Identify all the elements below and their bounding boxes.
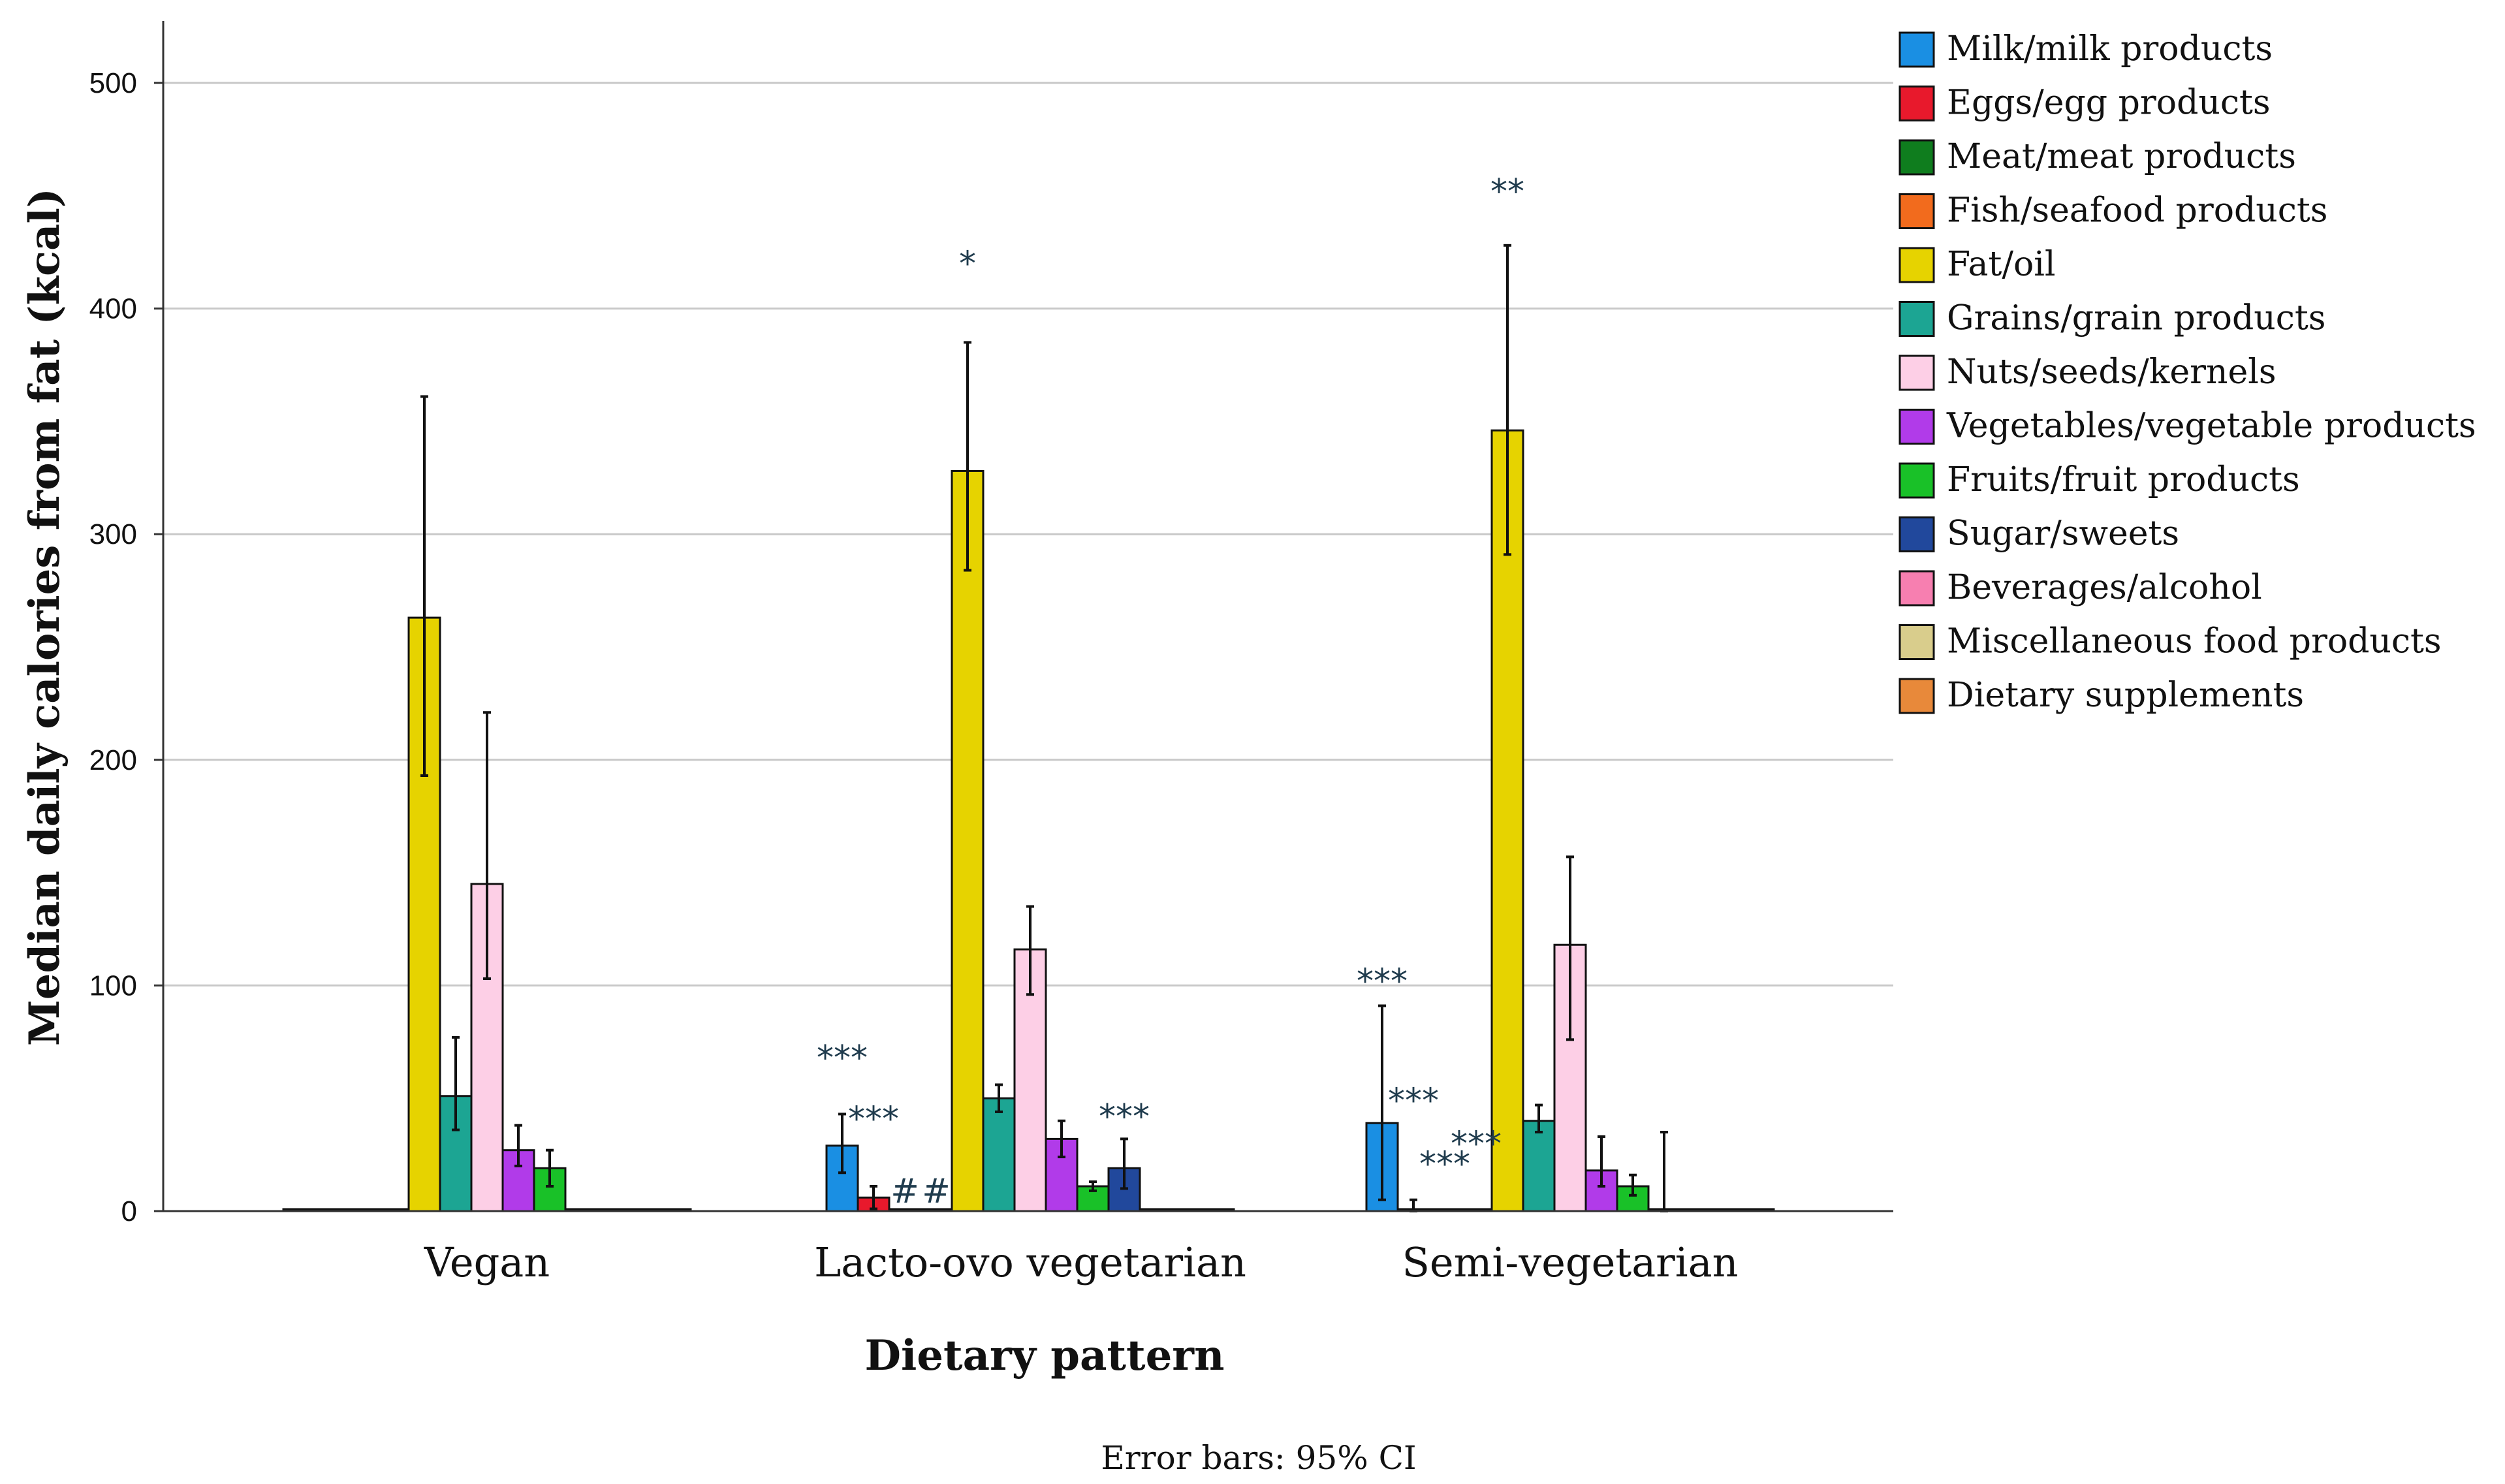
legend-swatch: [1898, 31, 1935, 68]
significance-marker: ***: [1451, 1124, 1502, 1163]
legend-swatch: [1898, 678, 1935, 714]
legend-label: Eggs/egg products: [1947, 84, 2271, 123]
y-tick-label: 100: [89, 970, 137, 1002]
legend-swatch: [1898, 193, 1935, 229]
significance-marker: ***: [817, 1039, 868, 1078]
significance-marker: ***: [1388, 1082, 1439, 1121]
legend-label: Nuts/seeds/kernels: [1947, 353, 2277, 392]
gridlines: [163, 82, 1893, 987]
legend-label: Sugar/sweets: [1947, 514, 2179, 554]
error-bars: [420, 244, 1668, 1212]
significance-marker: ***: [1419, 1145, 1470, 1184]
significance-marker: #: [890, 1172, 919, 1211]
legend-label: Fruits/fruit products: [1947, 460, 2300, 499]
x-axis-title: Dietary pattern: [864, 1331, 1224, 1380]
y-tick-label: 400: [89, 293, 137, 325]
legend-swatch: [1898, 139, 1935, 176]
bar: [951, 469, 985, 1212]
significance-marker: *: [959, 244, 976, 283]
legend-label: Grains/grain products: [1947, 299, 2325, 338]
legend-swatch: [1898, 462, 1935, 499]
legend-swatch: [1898, 355, 1935, 391]
legend-swatch: [1898, 409, 1935, 445]
y-tick-label: 300: [89, 518, 137, 550]
x-tick-label: Vegan: [424, 1239, 550, 1286]
y-tick-label: 200: [89, 744, 137, 776]
legend-swatch: [1898, 301, 1935, 337]
significance-annotations: *******# #*****************: [817, 172, 1524, 1211]
y-axis-ticks: 0 100 200 300 400 500: [89, 67, 163, 1227]
legend-label: Beverages/alcohol: [1947, 568, 2262, 607]
legend-label: Milk/milk products: [1947, 29, 2273, 69]
y-axis-title: Median daily calories from fat (kcal): [20, 188, 69, 1046]
legend-swatch: [1898, 86, 1935, 121]
bar: [982, 1097, 1016, 1212]
legend: Milk/milk products Eggs/egg products Meat/…: [1898, 29, 2476, 715]
bars: [282, 429, 1775, 1212]
legend-swatch: [1898, 570, 1935, 607]
legend-label: Fish/seafood products: [1947, 191, 2327, 230]
legend-label: Meat/meat products: [1947, 137, 2296, 176]
legend-label: Vegetables/vegetable products: [1946, 407, 2476, 446]
legend-swatch: [1898, 624, 1935, 660]
bar: [1522, 1120, 1556, 1212]
y-tick-label: 0: [121, 1195, 137, 1227]
legend-label: Miscellaneous food products: [1947, 622, 2442, 661]
significance-marker: ***: [1099, 1097, 1150, 1137]
y-tick-label: 500: [89, 67, 137, 99]
significance-marker: #: [922, 1172, 951, 1211]
error-bar-note: Error bars: 95% CI: [1101, 1439, 1416, 1477]
x-tick-label: Lacto-ovo vegetarian: [814, 1239, 1246, 1286]
legend-label: Fat/oil: [1947, 245, 2056, 284]
legend-swatch: [1898, 516, 1935, 552]
significance-marker: **: [1490, 172, 1524, 212]
x-axis-ticks: Vegan Lacto-ovo vegetarian Semi-vegetarian: [424, 1239, 1739, 1286]
legend-label: Dietary supplements: [1947, 676, 2304, 715]
significance-marker: ***: [848, 1099, 899, 1139]
x-tick-label: Semi-vegetarian: [1402, 1239, 1738, 1286]
legend-swatch: [1898, 247, 1935, 283]
significance-marker: ***: [1357, 962, 1408, 1001]
